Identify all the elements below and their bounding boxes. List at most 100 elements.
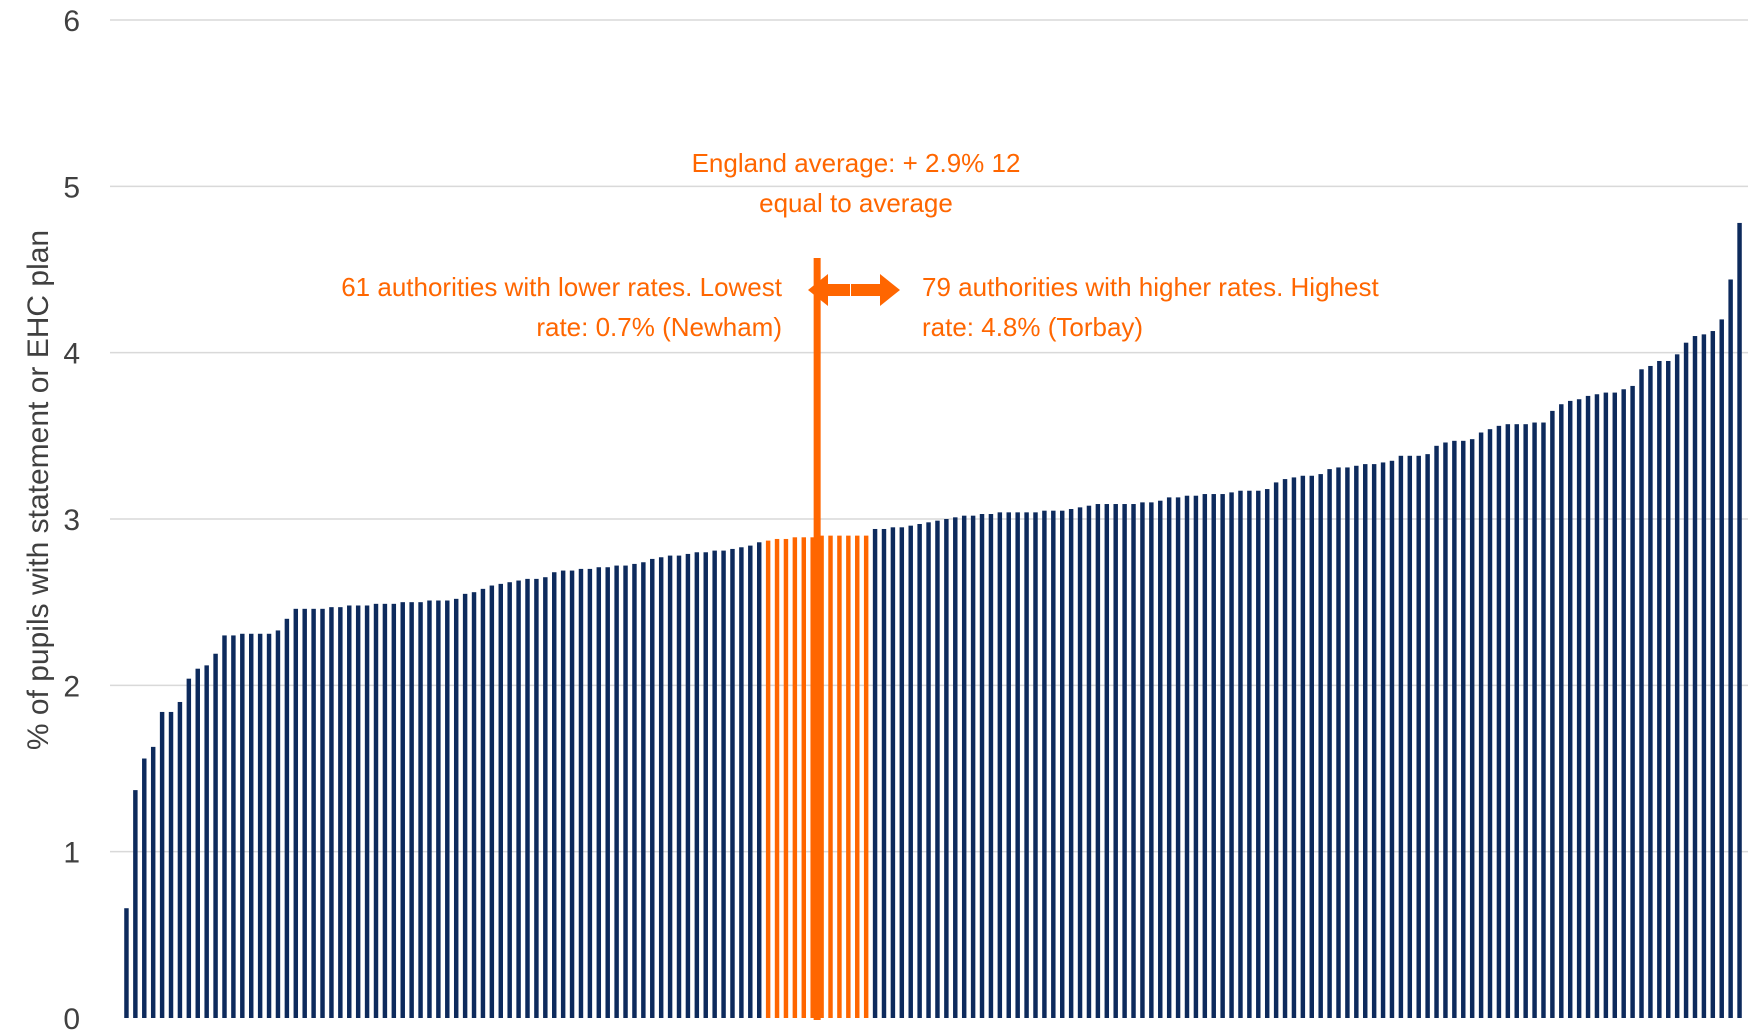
bar [1674, 354, 1680, 1019]
bar [1060, 510, 1065, 1018]
bar [1345, 467, 1350, 1018]
bar [489, 585, 495, 1018]
bar [1380, 462, 1386, 1018]
bar [1505, 424, 1511, 1018]
bar [1363, 464, 1368, 1018]
bar [1104, 504, 1110, 1018]
bar [1585, 395, 1591, 1018]
bar [801, 537, 807, 1018]
arrow-right-icon [851, 274, 900, 306]
bar [658, 557, 664, 1018]
bar [712, 550, 717, 1018]
bar [1042, 510, 1047, 1018]
bar [1407, 455, 1413, 1018]
bar [703, 552, 708, 1018]
bar [926, 522, 931, 1018]
bar [872, 528, 878, 1018]
bar [1737, 222, 1742, 1018]
bar [159, 711, 165, 1018]
bar [133, 790, 138, 1018]
bar [685, 553, 691, 1018]
bar [436, 600, 441, 1018]
bar [614, 565, 619, 1018]
higher-label-line1: 79 authorities with higher rates. Highes… [922, 272, 1379, 302]
bar [1318, 474, 1323, 1019]
bar [1166, 497, 1172, 1018]
bar [1576, 399, 1582, 1018]
bar [1006, 512, 1011, 1018]
bar [1701, 334, 1707, 1018]
bar [427, 600, 432, 1018]
bar [578, 568, 584, 1018]
bar [382, 603, 388, 1018]
bar [650, 558, 655, 1018]
bar [1389, 460, 1395, 1018]
bar [1256, 490, 1261, 1019]
bar [1140, 502, 1145, 1018]
bar [462, 593, 468, 1018]
bar [347, 605, 352, 1018]
bar [863, 535, 869, 1018]
bar [1077, 507, 1083, 1018]
bar [944, 519, 949, 1018]
bars [124, 222, 1742, 1019]
average-marker-line [813, 258, 821, 1020]
bar [988, 514, 994, 1018]
bar [293, 608, 299, 1018]
bar [890, 527, 896, 1018]
bar [1095, 504, 1101, 1018]
bar [961, 515, 967, 1018]
bar [846, 535, 851, 1018]
bar [739, 547, 744, 1018]
arrow-left-icon [808, 274, 850, 306]
bar [1514, 424, 1519, 1018]
bar [1354, 465, 1359, 1018]
bar [632, 563, 637, 1018]
bar [1478, 432, 1484, 1018]
bar [1523, 424, 1528, 1018]
bar [338, 607, 343, 1018]
bar [1051, 510, 1056, 1018]
bar [1300, 475, 1306, 1018]
bar [730, 548, 735, 1018]
bar [400, 602, 405, 1018]
bar [1131, 504, 1136, 1018]
bar [667, 555, 673, 1018]
bar [409, 602, 414, 1018]
y-tick-label: 2 [63, 670, 80, 703]
bar [552, 572, 557, 1018]
bar [935, 520, 940, 1018]
bar [569, 570, 575, 1018]
bar [1621, 389, 1626, 1018]
bar [240, 633, 245, 1018]
average-label-line2: equal to average [759, 188, 953, 218]
bar [1416, 455, 1421, 1018]
bar [195, 668, 200, 1018]
bar [311, 608, 316, 1018]
y-tick-labels: 0 1 2 3 4 5 6 [63, 5, 80, 1036]
bar [970, 515, 976, 1018]
bar [855, 535, 860, 1018]
bar [1309, 475, 1314, 1018]
bar [748, 545, 753, 1018]
bar [1033, 512, 1038, 1018]
bar [1398, 455, 1404, 1018]
bar [694, 552, 700, 1018]
bar [329, 607, 334, 1018]
bar [1648, 365, 1653, 1019]
bar [1184, 495, 1190, 1019]
bar [498, 583, 503, 1018]
bar [828, 535, 833, 1018]
bar [1086, 505, 1092, 1018]
bar [124, 908, 129, 1018]
bar [213, 653, 218, 1018]
y-tick-label: 5 [63, 171, 80, 204]
bar [979, 514, 985, 1018]
bar [765, 540, 771, 1018]
bar [1461, 440, 1466, 1018]
lower-label-line1: 61 authorities with lower rates. Lowest [341, 272, 783, 302]
bar [1193, 495, 1199, 1019]
bar [997, 512, 1003, 1018]
bar [560, 570, 566, 1018]
bar [204, 665, 209, 1018]
